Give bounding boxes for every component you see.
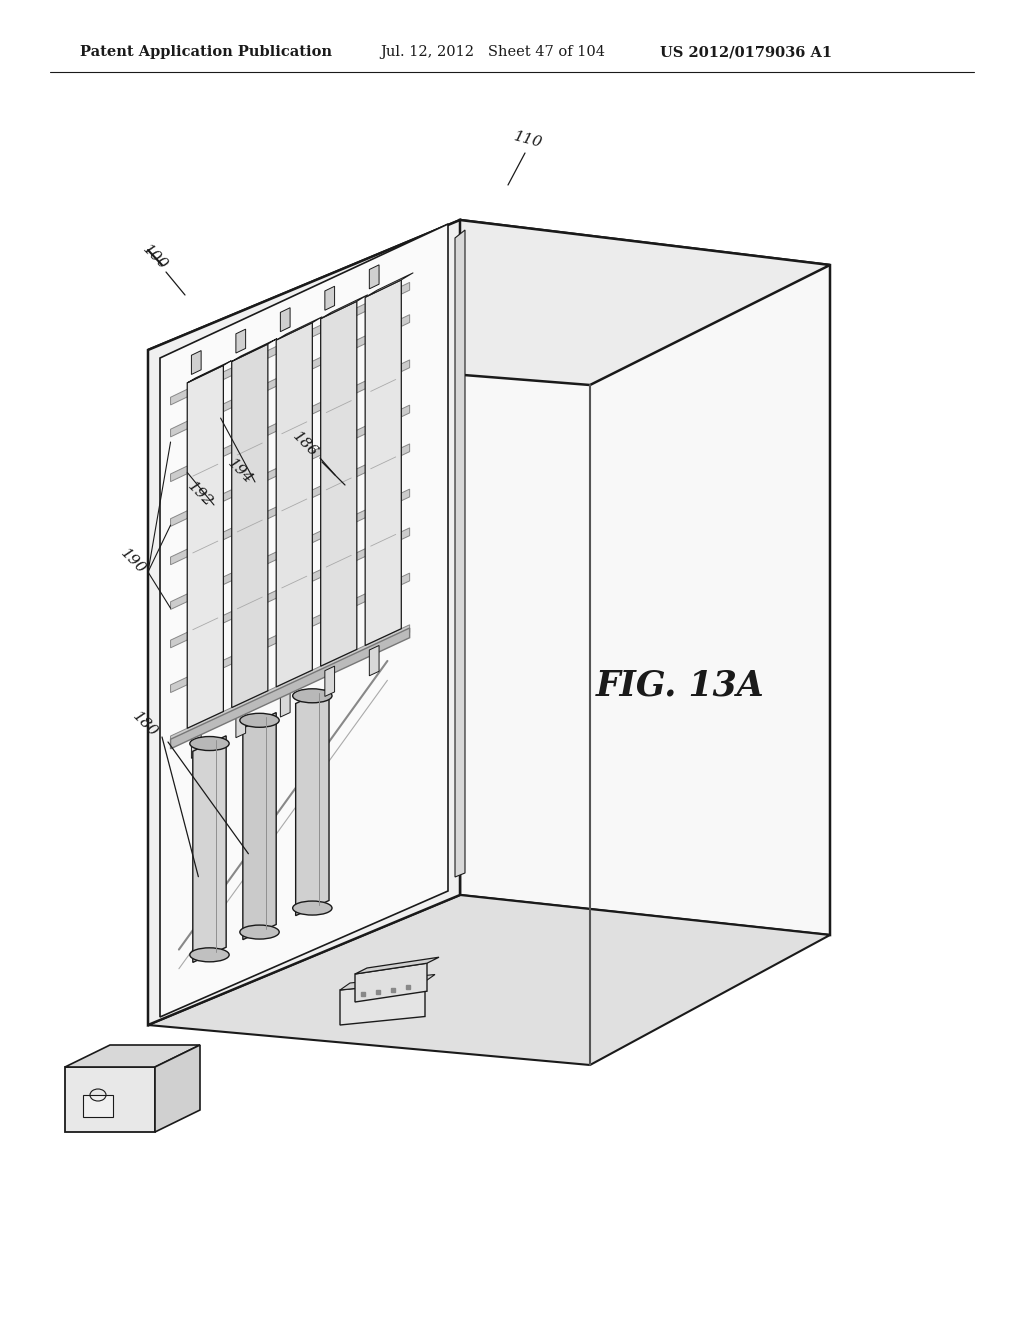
Polygon shape (455, 230, 465, 876)
Polygon shape (296, 688, 329, 916)
Polygon shape (340, 974, 435, 990)
Polygon shape (193, 735, 226, 962)
Polygon shape (231, 339, 276, 362)
Polygon shape (370, 645, 379, 676)
Polygon shape (171, 528, 410, 648)
Ellipse shape (189, 737, 229, 751)
Polygon shape (355, 957, 439, 974)
Polygon shape (171, 624, 410, 743)
Polygon shape (65, 1067, 155, 1133)
Text: FIG. 13A: FIG. 13A (596, 668, 764, 702)
Polygon shape (148, 220, 830, 385)
Text: 100: 100 (139, 243, 170, 273)
Polygon shape (171, 490, 410, 610)
Text: Jul. 12, 2012   Sheet 47 of 104: Jul. 12, 2012 Sheet 47 of 104 (380, 45, 605, 59)
Bar (83, 1096, 113, 1117)
Polygon shape (171, 628, 410, 748)
Polygon shape (187, 360, 231, 383)
Polygon shape (276, 317, 323, 341)
Polygon shape (155, 1045, 200, 1133)
Polygon shape (171, 405, 410, 527)
Polygon shape (148, 220, 460, 1026)
Polygon shape (171, 444, 410, 565)
Polygon shape (171, 360, 410, 482)
Polygon shape (370, 265, 379, 289)
Polygon shape (148, 895, 830, 1065)
Polygon shape (231, 345, 268, 708)
Polygon shape (171, 282, 410, 405)
Polygon shape (281, 308, 290, 331)
Polygon shape (171, 314, 410, 437)
Text: 192: 192 (184, 479, 215, 511)
Polygon shape (366, 280, 401, 645)
Ellipse shape (189, 948, 229, 962)
Text: Patent Application Publication: Patent Application Publication (80, 45, 332, 59)
Text: 110: 110 (512, 129, 544, 150)
Polygon shape (191, 729, 201, 758)
Text: 194: 194 (224, 457, 255, 487)
Polygon shape (160, 224, 449, 1016)
Polygon shape (191, 351, 201, 375)
Ellipse shape (240, 713, 280, 727)
Polygon shape (340, 982, 425, 1026)
Polygon shape (236, 329, 246, 352)
Polygon shape (460, 220, 830, 935)
Polygon shape (281, 686, 290, 717)
Polygon shape (321, 294, 368, 318)
Polygon shape (65, 1045, 200, 1067)
Polygon shape (276, 322, 312, 686)
Polygon shape (355, 964, 427, 1002)
Polygon shape (366, 273, 414, 297)
Text: 180: 180 (130, 710, 161, 741)
Polygon shape (321, 301, 356, 667)
Polygon shape (236, 708, 246, 738)
Polygon shape (243, 713, 276, 940)
Ellipse shape (293, 902, 332, 915)
Text: 190: 190 (118, 546, 148, 577)
Polygon shape (187, 366, 223, 729)
Text: US 2012/0179036 A1: US 2012/0179036 A1 (660, 45, 833, 59)
Polygon shape (325, 667, 335, 697)
Ellipse shape (293, 689, 332, 702)
Ellipse shape (240, 925, 280, 939)
Polygon shape (171, 573, 410, 693)
Text: 186: 186 (290, 430, 321, 461)
Polygon shape (325, 286, 335, 310)
